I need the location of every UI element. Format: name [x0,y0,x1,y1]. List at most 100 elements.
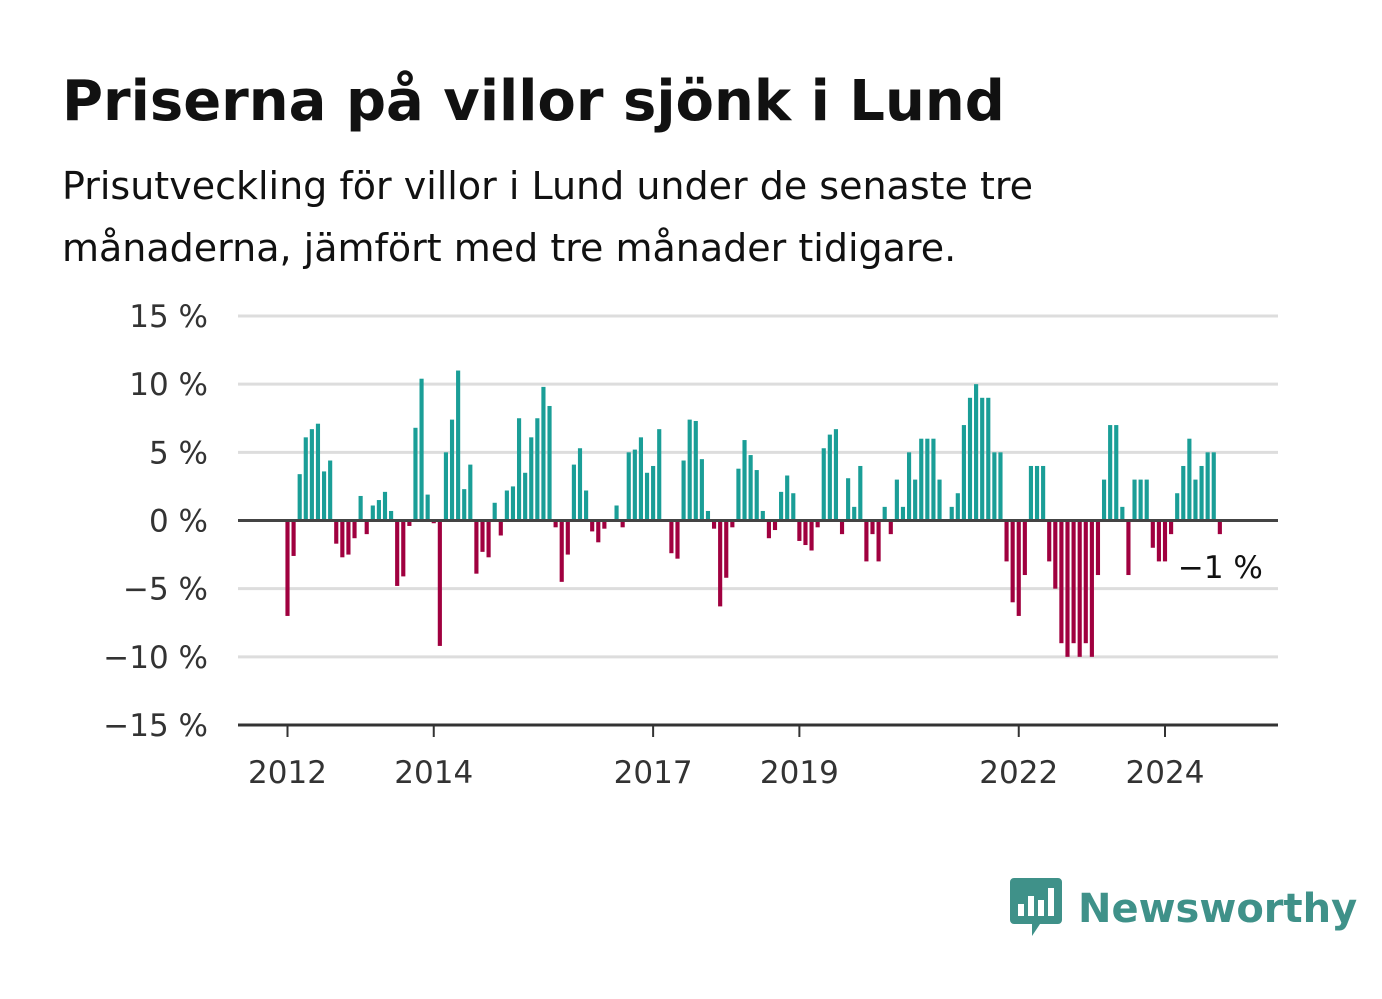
bar [334,520,339,544]
bar [669,520,674,554]
y-tick-label: 15 % [129,299,208,335]
bar [565,520,570,555]
x-tick-label: 2019 [760,755,839,791]
bar [846,478,851,521]
bar-chart-speech-bubble-icon [1010,878,1062,936]
chart-subtitle: Prisutveckling för villor i Lund under d… [62,164,1034,270]
bar [553,520,558,528]
bar [571,464,576,521]
bar [486,520,491,558]
bar [852,506,857,521]
bar [919,438,924,521]
bar [376,500,381,521]
bar [1169,520,1174,535]
bar [748,455,753,521]
bar [742,440,747,521]
bar [303,437,308,521]
bar [1041,465,1046,521]
bar [882,506,887,521]
bar [1217,520,1222,535]
bar-chart: 15 % 10 % 5 % 0 % −5 % −10 % −15 % 2012 2014 2017… [103,299,1278,791]
bar [498,520,503,536]
bar [681,460,686,521]
bar [1156,520,1161,562]
bar [992,452,997,521]
bar [328,460,333,521]
bar [961,425,966,521]
x-tick-label: 2017 [614,755,693,791]
bar [864,520,869,562]
bar [1083,520,1088,644]
bar [620,520,625,528]
gridlines [238,314,1278,659]
bar [699,459,704,521]
bar [419,378,424,521]
bar [535,418,540,521]
bar [449,419,455,521]
bar [736,468,741,521]
bar [1108,425,1113,521]
x-tick-label: 2014 [394,755,473,791]
bar [352,520,357,539]
bar [1175,493,1180,521]
bar [906,452,912,521]
bars [285,370,1222,657]
bar [638,437,644,521]
bar [1126,520,1131,576]
bar [839,520,845,535]
bar [730,520,735,528]
bar [315,423,321,521]
bar [437,520,442,646]
bar [1059,520,1064,644]
bar [1034,465,1040,521]
bar [1144,479,1149,521]
bar [401,520,406,577]
bar [358,495,363,521]
bar [297,474,302,521]
bar [492,502,497,521]
y-tick-label: −15 % [103,708,208,744]
bar [1114,425,1119,521]
bar [321,471,327,521]
bar [443,452,449,521]
bar [1181,465,1186,521]
bar [1101,479,1107,521]
bar [785,475,790,521]
bar [1199,465,1204,521]
tick-labels: 15 % 10 % 5 % 0 % −5 % −10 % −15 % 2012 2014 2017… [103,299,1263,791]
bar [986,397,991,521]
bar [1211,452,1216,521]
bar [602,520,607,529]
bar [1162,520,1168,562]
bar [382,491,388,521]
bar [949,506,954,521]
bar [705,510,711,521]
bar [876,520,881,562]
bar [626,452,631,521]
bar [833,429,839,521]
bar [523,472,528,521]
bar [644,472,650,521]
bar [474,520,479,574]
bar [809,520,814,551]
bar [913,479,918,521]
bar [931,438,936,521]
y-tick-label: −5 % [123,572,208,608]
last-value-label: −1 % [1178,550,1263,586]
chart-title: Priserna på villor sjönk i Lund [62,69,1005,134]
bar [510,486,516,521]
bar [1187,438,1192,521]
bar [1120,506,1125,521]
bar [980,397,985,521]
y-tick-label: −10 % [103,640,208,676]
bar [1016,520,1021,616]
bar [584,490,589,521]
bar [779,491,784,521]
bar [900,506,906,521]
brand-logo: Newsworthy [1010,878,1357,940]
bar [1047,520,1052,562]
bar [1071,520,1076,644]
bar [1193,479,1198,521]
bar [614,505,619,521]
bar [675,520,680,559]
